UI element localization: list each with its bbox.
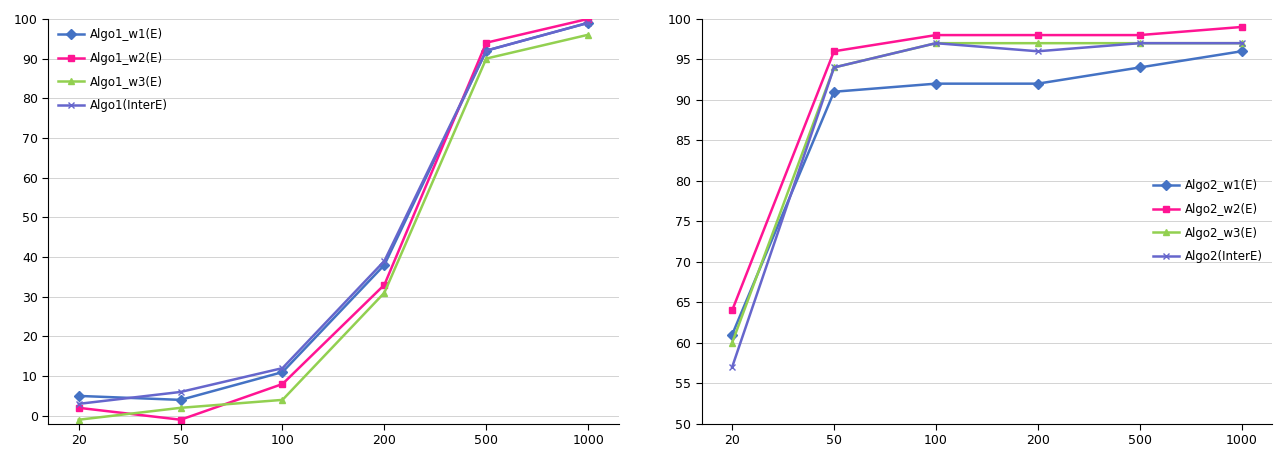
Algo2(InterE) (928, 41, 944, 46)
Algo1_w3(E) (377, 290, 392, 296)
Line: Algo1(InterE): Algo1(InterE) (76, 19, 592, 408)
Algo1_w1(E) (275, 369, 291, 375)
Line: Algo2_w1(E): Algo2_w1(E) (729, 48, 1245, 338)
Algo1_w3(E) (71, 417, 86, 422)
Algo2(InterE) (724, 364, 739, 370)
Algo1_w2(E) (71, 405, 86, 411)
Algo2_w2(E) (1233, 24, 1249, 30)
Algo2_w3(E) (1233, 41, 1249, 46)
Algo1_w1(E) (377, 262, 392, 268)
Algo1(InterE) (275, 366, 291, 371)
Algo2_w1(E) (827, 89, 842, 95)
Algo2(InterE) (827, 65, 842, 70)
Algo1(InterE) (478, 48, 494, 53)
Algo1_w3(E) (478, 56, 494, 61)
Algo1_w3(E) (580, 32, 595, 37)
Algo1_w3(E) (172, 405, 188, 411)
Algo1(InterE) (580, 20, 595, 26)
Algo2_w3(E) (928, 41, 944, 46)
Algo1_w1(E) (478, 48, 494, 53)
Line: Algo2(InterE): Algo2(InterE) (729, 40, 1245, 371)
Line: Algo1_w3(E): Algo1_w3(E) (76, 31, 592, 423)
Line: Algo2_w3(E): Algo2_w3(E) (729, 40, 1245, 346)
Algo2(InterE) (1030, 48, 1046, 54)
Algo1(InterE) (172, 389, 188, 395)
Algo2_w1(E) (1132, 65, 1147, 70)
Algo2_w1(E) (1030, 81, 1046, 86)
Algo2_w1(E) (724, 332, 739, 337)
Algo2_w3(E) (1132, 41, 1147, 46)
Line: Algo2_w2(E): Algo2_w2(E) (729, 24, 1245, 314)
Algo2_w3(E) (827, 65, 842, 70)
Algo1_w2(E) (580, 16, 595, 22)
Legend: Algo2_w1(E), Algo2_w2(E), Algo2_w3(E), Algo2(InterE): Algo2_w1(E), Algo2_w2(E), Algo2_w3(E), A… (1150, 176, 1267, 267)
Algo2_w2(E) (1030, 32, 1046, 38)
Algo1(InterE) (377, 258, 392, 264)
Algo1_w2(E) (275, 381, 291, 387)
Algo1(InterE) (71, 401, 86, 407)
Algo2_w3(E) (1030, 41, 1046, 46)
Algo1_w2(E) (478, 40, 494, 46)
Algo2(InterE) (1233, 41, 1249, 46)
Legend: Algo1_w1(E), Algo1_w2(E), Algo1_w3(E), Algo1(InterE): Algo1_w1(E), Algo1_w2(E), Algo1_w3(E), A… (54, 25, 171, 116)
Algo1_w1(E) (172, 397, 188, 402)
Algo2_w1(E) (1233, 48, 1249, 54)
Algo1_w2(E) (172, 417, 188, 422)
Algo2_w3(E) (724, 340, 739, 345)
Algo2_w2(E) (1132, 32, 1147, 38)
Algo2_w2(E) (928, 32, 944, 38)
Line: Algo1_w2(E): Algo1_w2(E) (76, 15, 592, 423)
Algo2_w2(E) (724, 307, 739, 313)
Algo1_w2(E) (377, 282, 392, 288)
Algo2_w2(E) (827, 48, 842, 54)
Algo2(InterE) (1132, 41, 1147, 46)
Algo1_w1(E) (71, 393, 86, 399)
Algo1_w1(E) (580, 20, 595, 26)
Line: Algo1_w1(E): Algo1_w1(E) (76, 19, 592, 403)
Algo2_w1(E) (928, 81, 944, 86)
Algo1_w3(E) (275, 397, 291, 402)
